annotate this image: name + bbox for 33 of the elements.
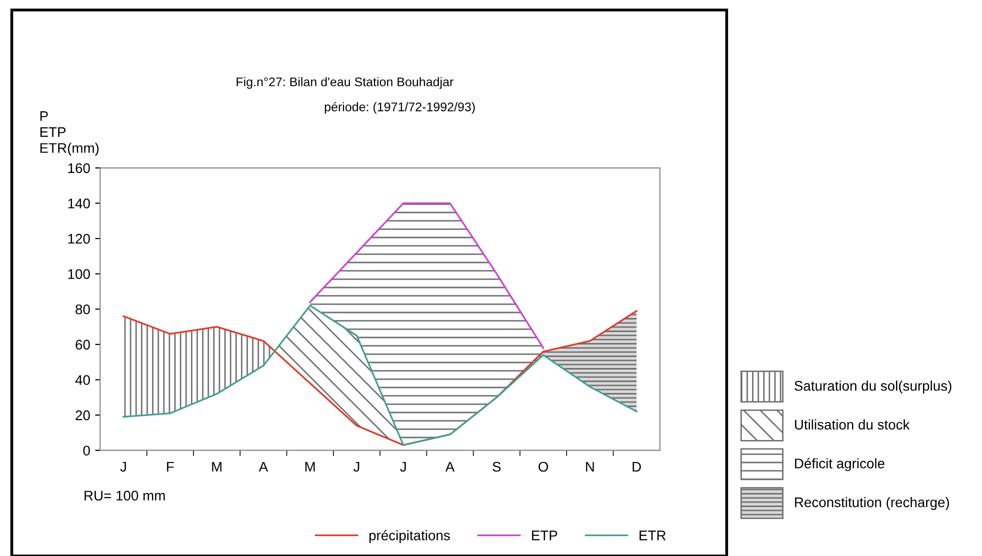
x-tick-label: D — [632, 462, 641, 472]
legend-label: ETP — [532, 530, 558, 540]
x-tick-label: J — [353, 462, 360, 472]
chart-subtitle: période: (1971/72-1992/93) — [324, 102, 475, 114]
y-tick-label: 160 — [68, 163, 90, 174]
x-tick-label: A — [445, 462, 455, 472]
x-tick-label: F — [167, 462, 174, 472]
y-tick-label: 0 — [83, 446, 90, 456]
y-tick-label: 80 — [76, 304, 90, 314]
chart-title: Fig.n°27: Bilan d'eau Station Bouhadjar — [236, 77, 454, 89]
x-tick-label: N — [586, 462, 594, 472]
x-tick-label: J — [120, 462, 126, 472]
x-tick-label: S — [492, 462, 501, 472]
y-tick-label: 40 — [75, 375, 90, 385]
legend-label: précipitations — [369, 530, 450, 544]
y-tick-label: 120 — [68, 234, 90, 244]
x-tick-label: A — [258, 462, 268, 472]
text: Utilisation du stock — [794, 419, 910, 430]
text: RU= 100 mm — [84, 490, 165, 501]
y-axis-title: P ETP ETR(mm) — [40, 111, 99, 156]
y-tick-label: 60 — [76, 340, 90, 350]
x-tick-label: M — [305, 462, 315, 472]
text: Reconstitution (recharge) — [795, 497, 949, 510]
y-tick-label: 140 — [68, 198, 90, 208]
text: Déficit agricole — [795, 458, 884, 472]
text: Saturation du sol(surplus) — [794, 380, 952, 394]
line-series — [309, 202, 544, 349]
x-tick-label: J — [400, 462, 406, 472]
legend-label: ETR — [640, 530, 666, 540]
y-tick-label: 100 — [68, 269, 90, 279]
y-tick-label: 20 — [76, 410, 90, 420]
x-tick-label: O — [538, 462, 548, 472]
x-tick-label: M — [212, 462, 222, 472]
